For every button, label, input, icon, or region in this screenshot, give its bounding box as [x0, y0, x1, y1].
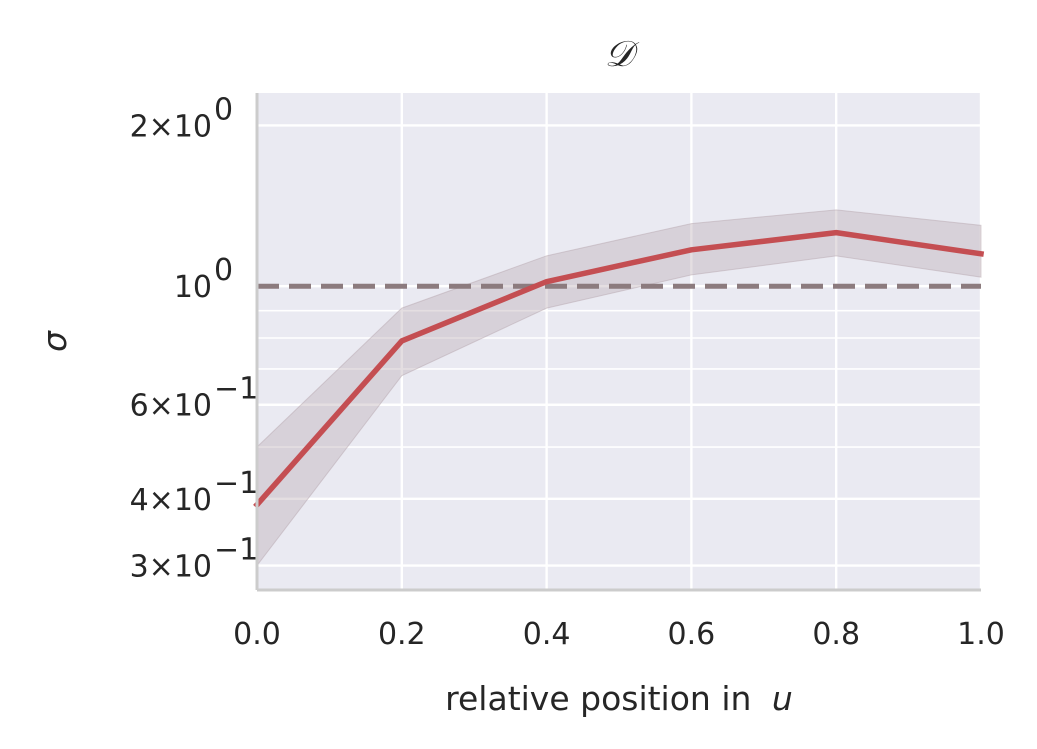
y-tick-label-3: 4×10: [130, 483, 212, 518]
y-axis-label: σ: [35, 330, 74, 352]
grid: [255, 93, 983, 590]
y-tick-labels: 2×10 010 06×10 −14×10 −13×10 −1: [130, 92, 259, 584]
plot-background: [257, 93, 981, 590]
y-tick-exponent-0: 0: [214, 92, 233, 127]
x-tick-labels: 0.0 0.2 0.4 0.6 0.8 1.0: [233, 617, 1005, 652]
x-tick-label-2: 0.4: [523, 617, 571, 652]
series-band: [256, 209, 982, 568]
y-tick-label-1: 10: [174, 270, 212, 305]
x-axis-label: relative position in u: [445, 679, 793, 718]
x-tick-label-5: 1.0: [957, 617, 1005, 652]
confidence-band: [256, 209, 982, 568]
x-tick-label-1: 0.2: [378, 617, 426, 652]
y-tick-exponent-3: −1: [214, 466, 258, 501]
y-tick-label-4: 3×10: [130, 550, 212, 585]
y-tick-exponent-2: −1: [214, 372, 258, 407]
y-tick-exponent-4: −1: [214, 533, 258, 568]
x-tick-label-4: 0.8: [812, 617, 860, 652]
y-tick-exponent-1: 0: [214, 253, 233, 288]
x-axis-label-text: relative position in: [445, 679, 751, 718]
y-tick-label-0: 2×10: [130, 109, 212, 144]
x-axis-label-variable: u: [772, 679, 793, 718]
x-tick-label-0: 0.0: [233, 617, 281, 652]
y-tick-label-2: 6×10: [130, 389, 212, 424]
chart-title: 𝒟: [605, 34, 640, 75]
series-lines: [253, 229, 985, 509]
axis-spines: [255, 93, 981, 592]
x-tick-label-3: 0.6: [668, 617, 716, 652]
series-line: [253, 229, 985, 509]
